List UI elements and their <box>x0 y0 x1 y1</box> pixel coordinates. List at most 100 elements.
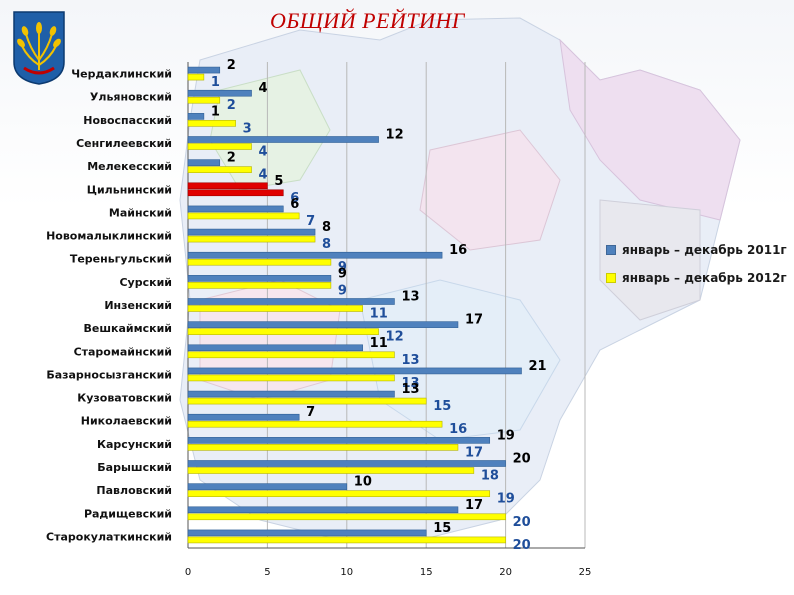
data-label-2012: 20 <box>513 538 531 553</box>
data-label-2012: 13 <box>401 353 419 368</box>
legend-label-2012: январь – декабрь 2012г <box>622 271 787 285</box>
category-label: Базарносызганский <box>46 368 172 381</box>
category-label: Сурский <box>119 276 172 289</box>
data-label-2011: 13 <box>401 382 419 397</box>
data-label-2011: 2 <box>227 151 236 166</box>
bar-2012 <box>187 166 252 173</box>
category-label: Барышский <box>97 461 172 474</box>
data-label-2012: 7 <box>306 214 315 229</box>
data-label-2012: 16 <box>449 422 467 437</box>
data-label-2012: 4 <box>259 168 268 183</box>
data-label-2011: 15 <box>433 521 451 536</box>
data-label-2011: 17 <box>465 313 483 328</box>
category-label: Тереньгульский <box>70 253 172 266</box>
chart-legend: январь – декабрь 2011г январь – декабрь … <box>606 236 787 292</box>
bar-2011 <box>187 89 252 97</box>
bar-2011 <box>187 113 205 120</box>
x-tick-label: 5 <box>264 567 270 578</box>
bar-2012 <box>187 212 300 220</box>
category-label: Старомайнский <box>74 345 172 358</box>
bar-2012 <box>187 96 221 104</box>
category-label: Новоспасский <box>83 114 172 127</box>
bar-2011 <box>187 159 221 166</box>
legend-label-2011: январь – декабрь 2011г <box>622 243 787 257</box>
category-label: Радищевский <box>84 507 172 520</box>
data-label-2011: 17 <box>465 498 483 513</box>
category-label: Чердаклинский <box>71 68 172 81</box>
bar-2011 <box>187 66 221 74</box>
data-label-2012: 2 <box>227 98 236 113</box>
bar-2012 <box>187 305 363 312</box>
data-label-2011: 4 <box>259 81 268 96</box>
data-label-2011: 6 <box>290 197 299 212</box>
bar-2011 <box>187 298 395 305</box>
data-label-2012: 15 <box>433 399 451 414</box>
bar-2012 <box>187 467 475 474</box>
data-label-2011: 2 <box>227 58 236 73</box>
data-label-2011: 7 <box>306 405 315 420</box>
data-label-2011: 9 <box>338 266 347 281</box>
category-label: Инзенский <box>104 299 172 312</box>
category-label: Ульяновский <box>90 91 172 104</box>
data-label-2012: 17 <box>465 445 483 460</box>
data-label-2011: 12 <box>386 128 404 143</box>
data-label-2011: 5 <box>274 174 283 189</box>
bar-2011 <box>187 228 316 236</box>
bar-2012 <box>187 536 506 544</box>
bar-2012 <box>187 73 205 81</box>
data-label-2012: 3 <box>243 121 252 136</box>
bar-2011 <box>187 251 443 259</box>
bar-2011 <box>187 182 268 190</box>
data-label-2012: 9 <box>338 283 347 298</box>
data-label-2011: 11 <box>370 336 388 351</box>
x-tick-label: 15 <box>420 567 433 578</box>
bar-2012 <box>187 374 395 382</box>
bar-2011 <box>187 205 284 213</box>
category-label: Майнский <box>109 206 172 219</box>
data-label-2012: 20 <box>513 515 531 530</box>
data-label-2011: 21 <box>528 359 546 374</box>
data-label-2012: 12 <box>386 330 404 345</box>
bar-2012 <box>187 420 443 428</box>
x-tick-label: 0 <box>185 567 191 578</box>
bar-2012 <box>187 444 459 451</box>
bar-2011 <box>187 460 506 467</box>
bar-2012 <box>187 513 506 521</box>
bar-2011 <box>187 529 427 537</box>
data-label-2011: 10 <box>354 475 372 490</box>
bar-2011 <box>187 136 379 143</box>
data-label-2011: 20 <box>513 452 531 467</box>
x-tick-label: 20 <box>499 567 512 578</box>
bar-2012 <box>187 490 491 497</box>
data-label-2012: 18 <box>481 469 499 484</box>
map-district-area <box>599 199 701 321</box>
data-label-2011: 16 <box>449 243 467 258</box>
bar-2011 <box>187 321 459 328</box>
legend-item-2012: январь – декабрь 2012г <box>606 264 787 292</box>
category-label: Кузоватовский <box>77 392 172 405</box>
category-label: Старокулаткинский <box>46 530 172 543</box>
bar-2012 <box>187 351 395 359</box>
bar-2012 <box>187 258 332 266</box>
category-label: Николаевский <box>81 415 172 428</box>
bar-2012 <box>187 328 379 335</box>
x-tick-label: 10 <box>340 567 353 578</box>
data-label-2012: 19 <box>497 492 515 507</box>
category-label: Мелекесский <box>87 160 172 173</box>
data-label-2011: 13 <box>401 290 419 305</box>
bar-2011 <box>187 390 395 398</box>
bar-2012 <box>187 143 252 150</box>
data-label-2011: 8 <box>322 220 331 235</box>
bar-2011 <box>187 275 332 282</box>
data-label-2011: 19 <box>497 428 515 443</box>
data-label-2011: 1 <box>211 104 220 119</box>
category-label: Новомалыклинский <box>46 230 172 243</box>
data-label-2012: 9 <box>338 260 347 275</box>
data-label-2012: 13 <box>401 376 419 391</box>
bar-2012 <box>187 189 284 197</box>
category-label: Вешкаймский <box>83 322 172 335</box>
bar-2012 <box>187 120 236 127</box>
